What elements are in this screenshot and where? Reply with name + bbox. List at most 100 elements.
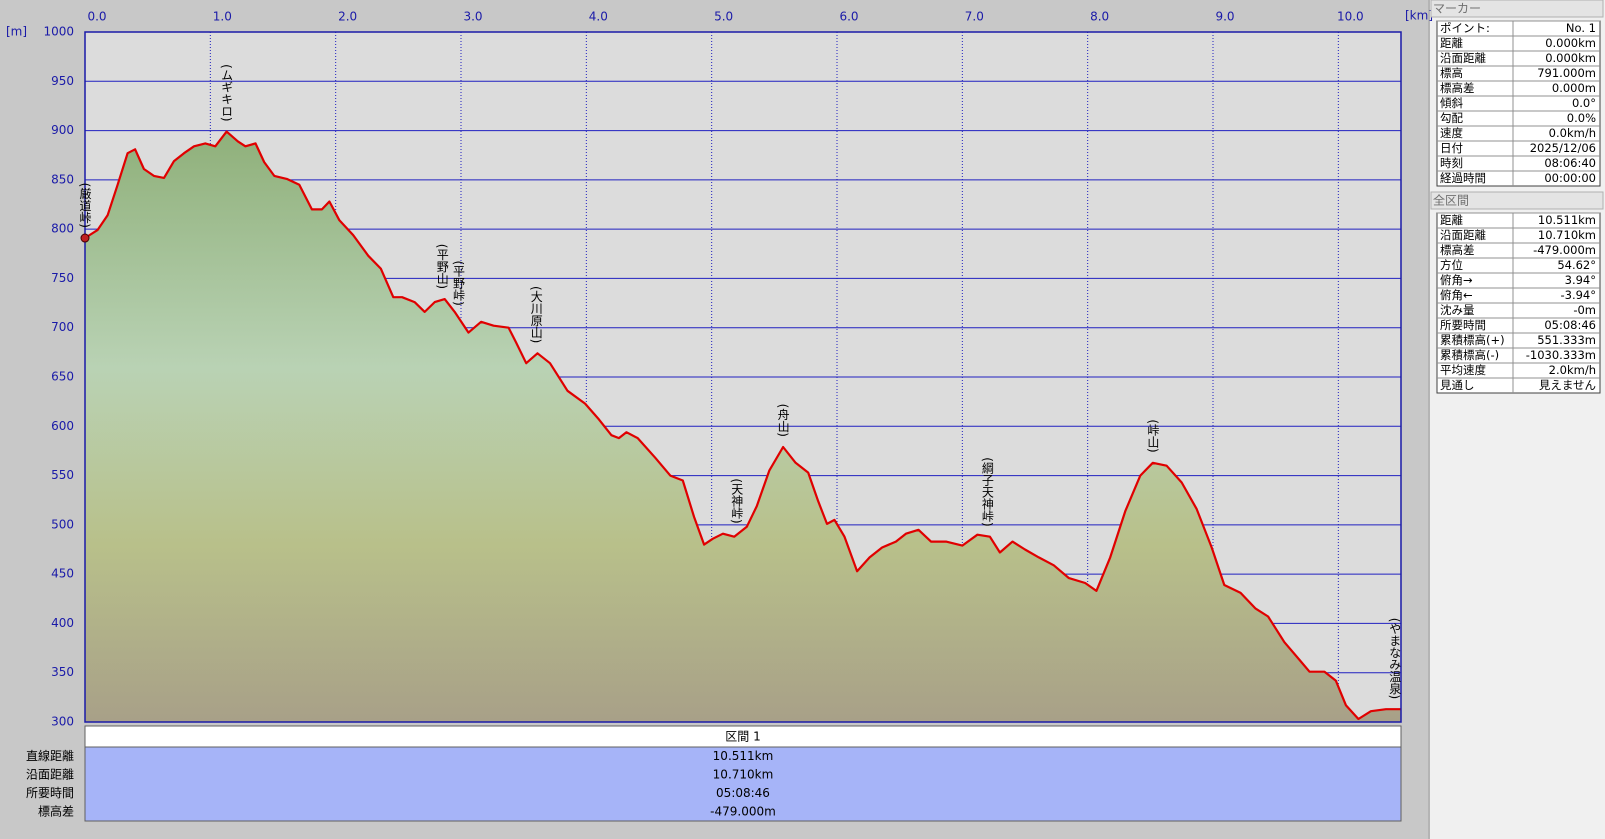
panel-label: 標高差: [1440, 81, 1475, 95]
y-tick-label: 550: [51, 468, 74, 482]
y-tick-label: 650: [51, 370, 74, 384]
panel-title: マーカー: [1433, 2, 1481, 16]
y-tick-label: 400: [51, 616, 74, 630]
x-tick-label: 1.0: [213, 10, 232, 24]
panel-value: -479.000m: [1533, 243, 1596, 257]
panel-label: 俯角←: [1440, 288, 1473, 302]
x-tick-label: 4.0: [589, 10, 608, 24]
row-label: 直線距離: [26, 748, 74, 763]
panel-label: 方位: [1440, 258, 1463, 272]
panel-label: 日付: [1440, 141, 1463, 155]
panel-value: 3.94°: [1565, 273, 1596, 287]
annotation: (天神峠): [730, 478, 744, 523]
y-tick-label: 800: [51, 222, 74, 236]
panel-box: [1436, 20, 1601, 187]
x-tick-label: 3.0: [463, 10, 482, 24]
panel-value: 0.000km: [1545, 51, 1596, 65]
row-label: 標高差: [38, 803, 74, 818]
table-body-bg: [84, 746, 1402, 822]
y-tick-label: 350: [51, 665, 74, 679]
panel-label: 勾配: [1440, 111, 1463, 125]
panel-title: 全区間: [1433, 193, 1469, 208]
row-label: 沿面距離: [26, 767, 74, 781]
plot-frame: [84, 31, 1402, 723]
panel-label: 平均速度: [1440, 363, 1486, 377]
panel-value: 05:08:46: [1544, 318, 1596, 332]
y-axis-unit: [m]: [6, 25, 27, 39]
area-fill: [85, 131, 1401, 723]
y-tick-label: 600: [51, 419, 74, 433]
panel-label: 標高: [1440, 66, 1463, 80]
panel-value: 0.0%: [1567, 111, 1596, 125]
y-tick-label: 750: [51, 271, 74, 285]
annotation: (厳道峠): [78, 183, 92, 228]
annotation: (平野山): [435, 244, 449, 289]
y-tick-label: 900: [51, 123, 74, 137]
x-tick-label: 7.0: [965, 10, 984, 24]
panel-value: 0.0°: [1572, 96, 1596, 110]
panel-label: 俯角→: [1440, 273, 1473, 287]
panel-label: 所要時間: [1440, 318, 1486, 332]
panel-value: -1030.333m: [1526, 348, 1596, 362]
panel-value: 2.0km/h: [1549, 363, 1596, 377]
panel-label: 傾斜: [1440, 96, 1463, 110]
panel-value: 00:00:00: [1544, 171, 1596, 185]
panel-label: 距離: [1440, 36, 1463, 50]
panel-value: 10.710km: [1538, 228, 1596, 242]
annotation: (舟山): [776, 404, 790, 437]
panel-value: 0.0km/h: [1549, 126, 1596, 140]
panel-label: 沿面距離: [1440, 51, 1486, 65]
panel-label: 沿面距離: [1440, 228, 1486, 242]
x-tick-label: 8.0: [1090, 10, 1109, 24]
marker: [80, 233, 90, 243]
y-tick-label: 700: [51, 320, 74, 334]
panel-label: ポイント:: [1440, 21, 1490, 35]
panel-value: 0.000km: [1545, 36, 1596, 50]
x-tick-label: 0.0: [87, 10, 106, 24]
panel-label: 累積標高(-): [1440, 348, 1499, 362]
panel-value: 0.000m: [1552, 81, 1596, 95]
annotation: (ムギキロ): [220, 64, 234, 121]
annotation: (峠山): [1146, 419, 1160, 452]
panel-label: 距離: [1440, 213, 1463, 227]
panel-value: 54.62°: [1557, 258, 1596, 272]
x-tick-label: 6.0: [839, 10, 858, 24]
panel-value: No. 1: [1566, 21, 1596, 35]
profile-line: [84, 130, 1401, 721]
panel-value: -3.94°: [1560, 288, 1596, 302]
panel-header-bg: [1430, 0, 1604, 18]
panel-label: 累積標高(+): [1440, 333, 1505, 347]
y-tick-label: 500: [51, 517, 74, 531]
x-tick-label: 10.0: [1337, 10, 1364, 24]
panel-value: 10.511km: [1538, 213, 1596, 227]
panel-value: 2025/12/06: [1530, 141, 1596, 155]
y-tick-label: 850: [51, 172, 74, 186]
annotation: (やまなみ温泉): [1388, 618, 1402, 699]
panel-label: 標高差: [1440, 243, 1475, 257]
table-header: 区間 1: [725, 730, 760, 744]
y-tick-label: 450: [51, 567, 74, 581]
panel-label: 沈み量: [1440, 303, 1475, 317]
annotation: (平野峠): [451, 261, 465, 306]
y-tick-label: 1000: [43, 25, 74, 39]
y-tick-label: 950: [51, 74, 74, 88]
panel-value: 791.000m: [1537, 66, 1596, 80]
row-value: 10.710km: [713, 767, 774, 781]
panel-value: 551.333m: [1537, 333, 1596, 347]
x-tick-label: 9.0: [1215, 10, 1234, 24]
annotation: (大川原山): [529, 286, 543, 343]
panel-value: -0m: [1573, 303, 1596, 317]
x-tick-label: 5.0: [714, 10, 733, 24]
y-tick-label: 300: [51, 715, 74, 729]
panel-label: 経過時間: [1440, 171, 1486, 185]
row-value: 05:08:46: [716, 786, 770, 800]
annotation: (綱子天神峠): [980, 457, 994, 526]
row-value: 10.511km: [713, 749, 774, 763]
row-label: 所要時間: [26, 786, 74, 800]
panel-label: 時刻: [1440, 156, 1463, 170]
panel-label: 速度: [1440, 126, 1463, 140]
panel-label: 見通し: [1440, 378, 1475, 392]
x-tick-label: 2.0: [338, 10, 357, 24]
